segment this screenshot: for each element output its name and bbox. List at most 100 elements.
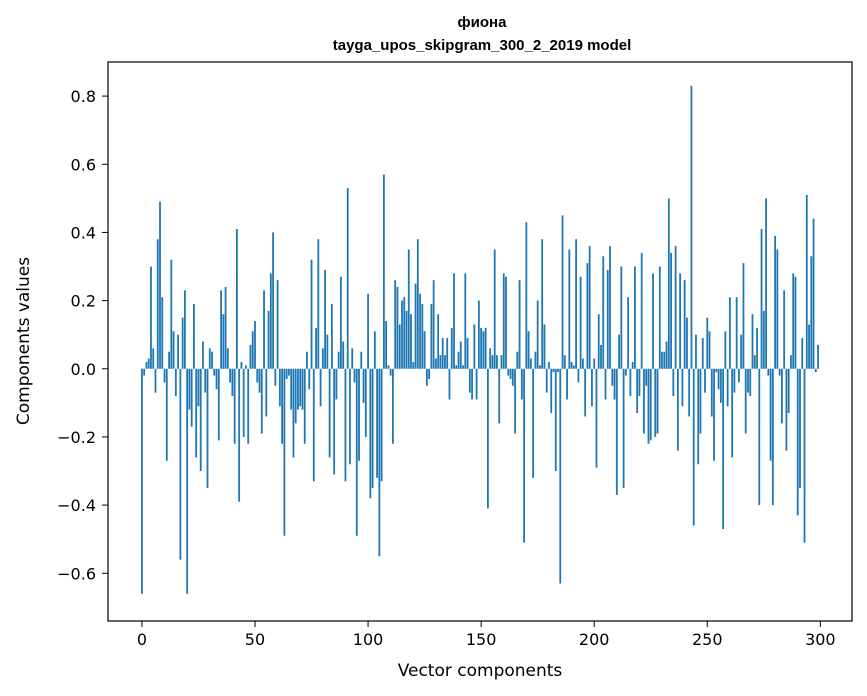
bar <box>444 355 446 369</box>
bar <box>269 273 272 369</box>
bar <box>152 348 155 369</box>
bar <box>310 259 313 369</box>
bar <box>758 368 761 506</box>
bar <box>398 324 401 369</box>
bar <box>274 368 277 386</box>
bar <box>634 266 636 369</box>
bar <box>520 368 523 400</box>
bar <box>505 276 507 369</box>
y-axis-ticks: −0.6 −0.4 −0.2 0.0 0.2 0.4 0.6 0.8 <box>57 87 108 583</box>
bar <box>453 273 455 369</box>
bar <box>317 239 320 369</box>
bar <box>358 368 360 461</box>
bar <box>548 361 550 369</box>
bar <box>575 239 578 369</box>
bar <box>457 351 460 369</box>
bar <box>382 174 385 369</box>
bar <box>299 368 302 407</box>
bar <box>744 368 747 434</box>
bar <box>290 368 293 410</box>
bar <box>771 368 774 506</box>
bar <box>683 280 686 369</box>
bar <box>783 290 786 369</box>
bar <box>672 368 675 397</box>
x-tick-label: 200 <box>579 630 610 649</box>
bar <box>330 304 333 369</box>
bar <box>197 368 200 407</box>
bar <box>306 351 308 369</box>
bar <box>477 300 480 369</box>
bar <box>251 331 254 369</box>
bar <box>439 355 442 369</box>
bar <box>321 348 324 369</box>
bar <box>396 286 399 369</box>
bar <box>624 368 627 376</box>
bar <box>315 327 317 369</box>
plot-frame <box>107 61 853 622</box>
bar <box>518 280 521 369</box>
bar <box>258 368 261 393</box>
bar <box>523 368 525 543</box>
bar <box>143 368 146 376</box>
bar <box>805 194 808 369</box>
x-tick-label: 150 <box>466 630 497 649</box>
bar <box>183 290 186 369</box>
y-tick-label: −0.4 <box>57 496 96 515</box>
bar <box>489 348 492 369</box>
bar <box>545 368 548 393</box>
bar <box>208 348 211 369</box>
bar <box>613 368 616 400</box>
bar <box>206 368 209 489</box>
bar <box>324 269 326 369</box>
bar <box>256 368 259 383</box>
bar <box>606 269 609 369</box>
bar <box>817 344 819 369</box>
bar <box>597 314 600 369</box>
bar <box>385 321 388 369</box>
bar <box>369 368 372 499</box>
bar <box>168 351 170 369</box>
bar <box>141 368 143 594</box>
bar <box>629 368 632 397</box>
bar <box>340 276 342 369</box>
bar <box>349 368 351 465</box>
bar <box>351 348 354 369</box>
bar <box>740 334 743 369</box>
bar <box>360 351 363 369</box>
bar <box>276 280 279 369</box>
bar <box>249 344 252 369</box>
bar <box>561 215 564 369</box>
bar <box>403 297 406 369</box>
bar <box>507 368 510 376</box>
bar <box>667 198 670 369</box>
bar <box>785 368 788 451</box>
bar <box>774 235 777 369</box>
y-axis-label: Components values <box>14 257 34 425</box>
bar <box>337 351 340 369</box>
bar <box>658 266 661 369</box>
bar <box>679 273 682 369</box>
bar <box>238 368 241 502</box>
chart-subtitle: tayga_upos_skipgram_300_2_2019 model <box>333 37 632 54</box>
bar <box>728 297 731 369</box>
x-tick-label: 0 <box>137 630 147 649</box>
bar <box>699 368 702 434</box>
bar <box>240 361 243 369</box>
bar <box>342 341 345 369</box>
bar <box>704 368 706 393</box>
bar <box>760 229 763 369</box>
bar <box>803 368 806 543</box>
chart-title: фиона <box>458 14 508 31</box>
bar <box>652 273 654 369</box>
bar <box>242 368 245 437</box>
bar <box>344 368 347 482</box>
bar <box>319 368 322 407</box>
bar <box>622 368 625 489</box>
bar <box>690 85 693 369</box>
bar <box>163 368 166 383</box>
bar <box>425 368 428 386</box>
bar <box>362 368 365 403</box>
bar <box>285 368 288 379</box>
bar <box>636 368 639 414</box>
bar <box>297 368 299 410</box>
